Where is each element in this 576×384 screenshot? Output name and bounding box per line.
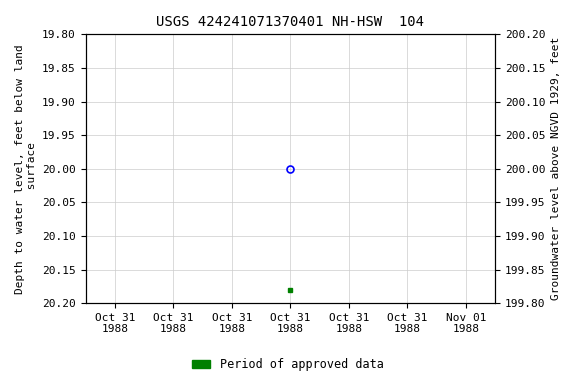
Y-axis label: Depth to water level, feet below land
 surface: Depth to water level, feet below land su… <box>15 44 37 294</box>
Y-axis label: Groundwater level above NGVD 1929, feet: Groundwater level above NGVD 1929, feet <box>551 37 561 300</box>
Legend: Period of approved data: Period of approved data <box>188 354 388 376</box>
Title: USGS 424241071370401 NH-HSW  104: USGS 424241071370401 NH-HSW 104 <box>157 15 425 29</box>
